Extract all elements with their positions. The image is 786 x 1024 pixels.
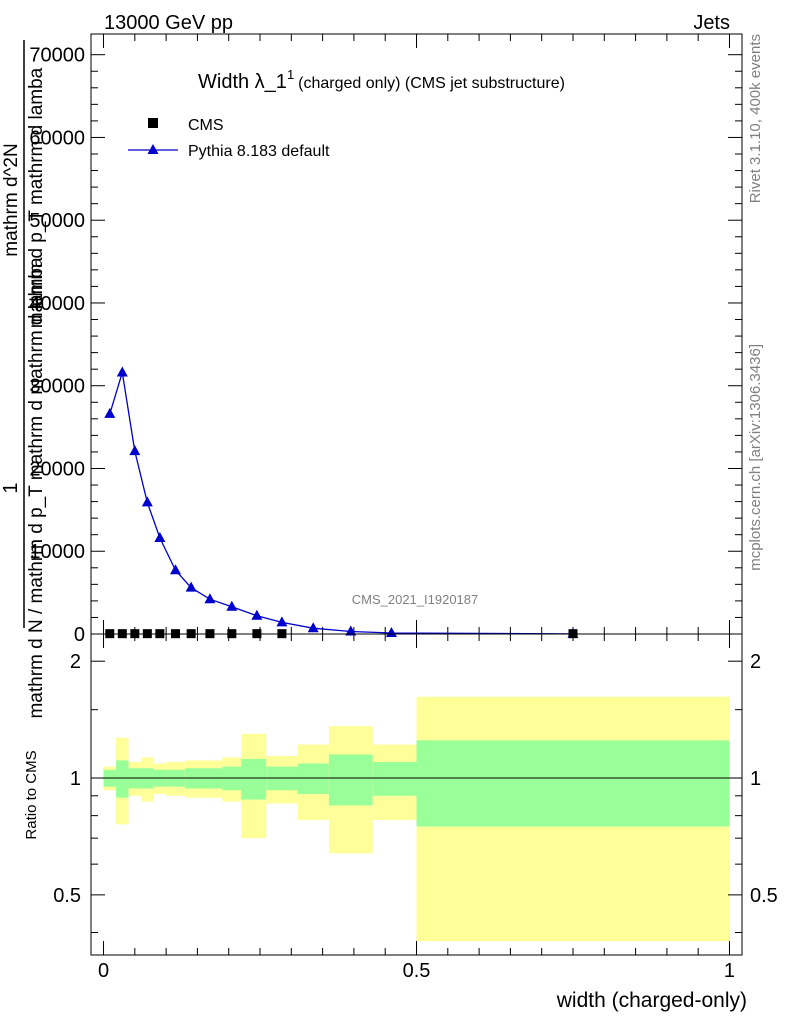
- point-pythia: [251, 609, 263, 620]
- point-pythia: [345, 625, 357, 636]
- chart-title-rest: (charged only) (CMS jet substructure): [298, 75, 565, 92]
- main-ytick-label: 70000: [29, 45, 85, 67]
- point-pythia: [385, 627, 397, 638]
- main-ytick-label: 20000: [29, 458, 85, 480]
- ratio-band-inner: [116, 760, 129, 798]
- watermark: CMS_2021_I1920187: [352, 592, 479, 607]
- ratio-ytick-label-right: 2: [750, 651, 761, 673]
- point-pythia: [185, 581, 197, 592]
- ratio-bands: [103, 696, 730, 942]
- legend-marker-pythia: [147, 144, 159, 154]
- chart-title-sup: 1: [287, 67, 294, 82]
- point-pythia: [276, 616, 288, 627]
- chart-title: Width λ_11 (charged only) (CMS jet substr…: [198, 67, 565, 93]
- legend: CMS Pythia 8.183 default: [128, 117, 330, 160]
- ratio-axes: 0.5 0.5 1 1 2 2 0 0.5 1: [53, 633, 778, 982]
- main-ylabel: 1 mathrm d N / mathrm d p_T mathrm d mat…: [0, 40, 47, 719]
- main-ytick-label: 60000: [29, 127, 85, 149]
- point-pythia: [204, 593, 216, 604]
- legend-marker-cms: [148, 118, 158, 128]
- ratio-ytick-label: 1: [70, 768, 81, 790]
- main-ytick-label: 30000: [29, 376, 85, 398]
- mcplots-label: mcplots.cern.ch [arXiv:1306.3436]: [747, 344, 764, 571]
- xlabel: width (charged-only): [556, 989, 747, 1012]
- ratio-ytick-label: 2: [70, 651, 81, 673]
- ratio-band-inner: [416, 740, 730, 827]
- ratio-ytick-label-right: 1: [750, 768, 761, 790]
- ratio-band-inner: [372, 761, 417, 796]
- rivet-label: Rivet 3.1.10, 400k events: [747, 34, 764, 203]
- ratio-ylabel: Ratio to CMS: [23, 750, 40, 839]
- main-ytick-label: 10000: [29, 541, 85, 563]
- ylabel-one: 1: [0, 482, 22, 493]
- point-pythia: [226, 600, 238, 611]
- ratio-xtick-label: 0: [98, 960, 109, 982]
- point-pythia: [170, 564, 182, 575]
- main-ytick-label: 0: [74, 624, 85, 646]
- ratio-ytick-label-right: 0.5: [750, 885, 778, 907]
- ratio-xtick-label: 1: [724, 960, 735, 982]
- header-right: Jets: [693, 12, 730, 34]
- point-pythia: [154, 532, 166, 542]
- ratio-band-inner: [328, 754, 373, 806]
- legend-label-cms: CMS: [188, 117, 224, 134]
- main-ytick-label: 50000: [29, 210, 85, 232]
- point-pythia: [104, 407, 116, 418]
- ratio-band-inner: [297, 763, 329, 794]
- ylabel-denominator-2: mathrm d p_T mathrm d lamba: [26, 67, 47, 328]
- point-pythia: [116, 366, 128, 377]
- point-pythia: [307, 622, 319, 633]
- point-pythia: [129, 445, 141, 456]
- main-series: [104, 366, 579, 639]
- ratio-ytick-label: 0.5: [53, 885, 81, 907]
- main-ytick-label: 40000: [29, 293, 85, 315]
- legend-label-pythia: Pythia 8.183 default: [188, 143, 330, 160]
- header-left: 13000 GeV pp: [104, 12, 233, 34]
- chart-title-main: Width λ_1: [198, 71, 287, 93]
- ratio-band-inner: [241, 758, 267, 800]
- ylabel-numerator: mathrm d^2N: [1, 143, 22, 256]
- ratio-xtick-label: 0.5: [403, 960, 431, 982]
- main-axes: 0 10000 20000 30000 40000 50000 60000 70000: [29, 33, 743, 646]
- ylabel-denominator: mathrm d N / mathrm d p_T mathrm d mathr…: [26, 257, 47, 718]
- point-pythia: [141, 496, 153, 507]
- series-line-pythia: [109, 372, 574, 635]
